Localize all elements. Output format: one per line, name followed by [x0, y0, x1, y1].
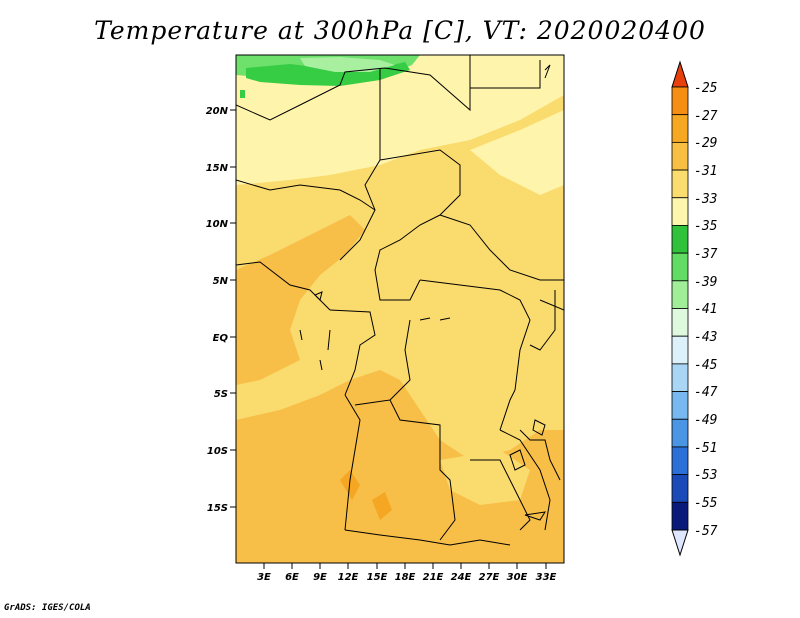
field-green-spot	[240, 90, 245, 98]
colorbar-box	[671, 86, 689, 116]
colorbar-label: -27	[694, 109, 718, 124]
colorbar-box	[671, 141, 689, 171]
lat-label: 15S	[207, 503, 228, 514]
colorbar-box	[671, 308, 689, 337]
colorbar-box	[671, 114, 689, 143]
colorbar-label: -45	[694, 358, 718, 373]
map-frame	[235, 54, 565, 564]
lon-label: 18E	[395, 572, 416, 583]
colorbar-label: -43	[694, 330, 717, 345]
lon-label: 9E	[313, 572, 327, 583]
lon-label: 24E	[451, 572, 472, 583]
colorbar-bottom-arrow	[671, 529, 689, 557]
map-title: Temperature at 300hPa [C], VT: 202002040…	[94, 16, 706, 45]
lat-label: 15N	[206, 163, 229, 174]
field-hot-spot-2	[372, 492, 392, 520]
lon-label: 12E	[338, 572, 359, 583]
lat-labels: 20N 15N 10N 5N EQ 5S 10S 15S	[206, 106, 229, 514]
lat-label: 5S	[214, 389, 228, 400]
colorbar-box	[671, 418, 689, 448]
colorbar-label: -57	[694, 524, 718, 539]
colorbar-label: -25	[694, 81, 718, 96]
map-panel	[236, 55, 564, 563]
lon-labels: 3E 6E 9E 12E 15E 18E 21E 24E 27E 30E 33E	[257, 572, 556, 583]
colorbar-box	[671, 197, 689, 226]
colorbar-label: -41	[694, 302, 717, 317]
colorbar-boxes	[671, 86, 689, 531]
field-warm-west	[236, 215, 365, 385]
country-borders	[236, 55, 564, 546]
field-green-light	[300, 57, 395, 72]
colorbar-labels: -25 -27 -29 -31 -33 -35 -37 -39 -41 -43 …	[694, 81, 718, 539]
colorbar-label: -51	[694, 441, 717, 456]
lon-label: 21E	[423, 572, 444, 583]
colorbar-label: -49	[694, 413, 717, 428]
colorbar-label: -35	[694, 219, 718, 234]
colorbar-box	[671, 280, 689, 309]
grads-credit: GrADS: IGES/COLA	[4, 603, 91, 613]
colorbar-top-arrow	[671, 60, 689, 88]
lon-label: 30E	[507, 572, 528, 583]
lon-label: 33E	[536, 572, 557, 583]
lon-label: 3E	[257, 572, 271, 583]
lon-label: 27E	[479, 572, 500, 583]
lat-label: EQ	[213, 333, 229, 344]
colorbar-label: -55	[694, 496, 718, 511]
lat-label: 10S	[207, 446, 228, 457]
lat-label: 5N	[213, 276, 229, 287]
colorbar-box	[671, 225, 689, 254]
colorbar-label: -47	[694, 385, 718, 400]
colorbar-box	[671, 169, 689, 199]
lat-label: 20N	[206, 106, 229, 117]
field-band-northeast	[470, 110, 564, 195]
lat-ticks	[230, 109, 236, 508]
lake-outlines	[314, 291, 546, 521]
colorbar-box	[671, 363, 689, 392]
colorbar-label: -29	[694, 136, 717, 151]
colorbar-box	[671, 501, 689, 531]
lon-label: 15E	[367, 572, 388, 583]
colorbar-box	[671, 391, 689, 420]
field-warm-south	[236, 370, 564, 563]
lon-ticks	[263, 563, 547, 569]
field-green-inner	[246, 62, 410, 86]
lat-label: 10N	[206, 219, 229, 230]
colorbar-label: -39	[694, 275, 717, 290]
colorbar-box	[671, 335, 689, 365]
field-inland-patch	[440, 450, 530, 505]
colorbar-box	[671, 446, 689, 476]
colorbar-label: -53	[694, 468, 717, 483]
colorbar-box	[671, 252, 689, 282]
lon-label: 6E	[285, 572, 299, 583]
colorbar-label: -31	[694, 164, 717, 179]
colorbar-box	[671, 474, 689, 503]
colorbar-label: -37	[694, 247, 718, 262]
colorbar: -25 -27 -29 -31 -33 -35 -37 -39 -41 -43 …	[671, 60, 718, 557]
colorbar-label: -33	[694, 192, 717, 207]
